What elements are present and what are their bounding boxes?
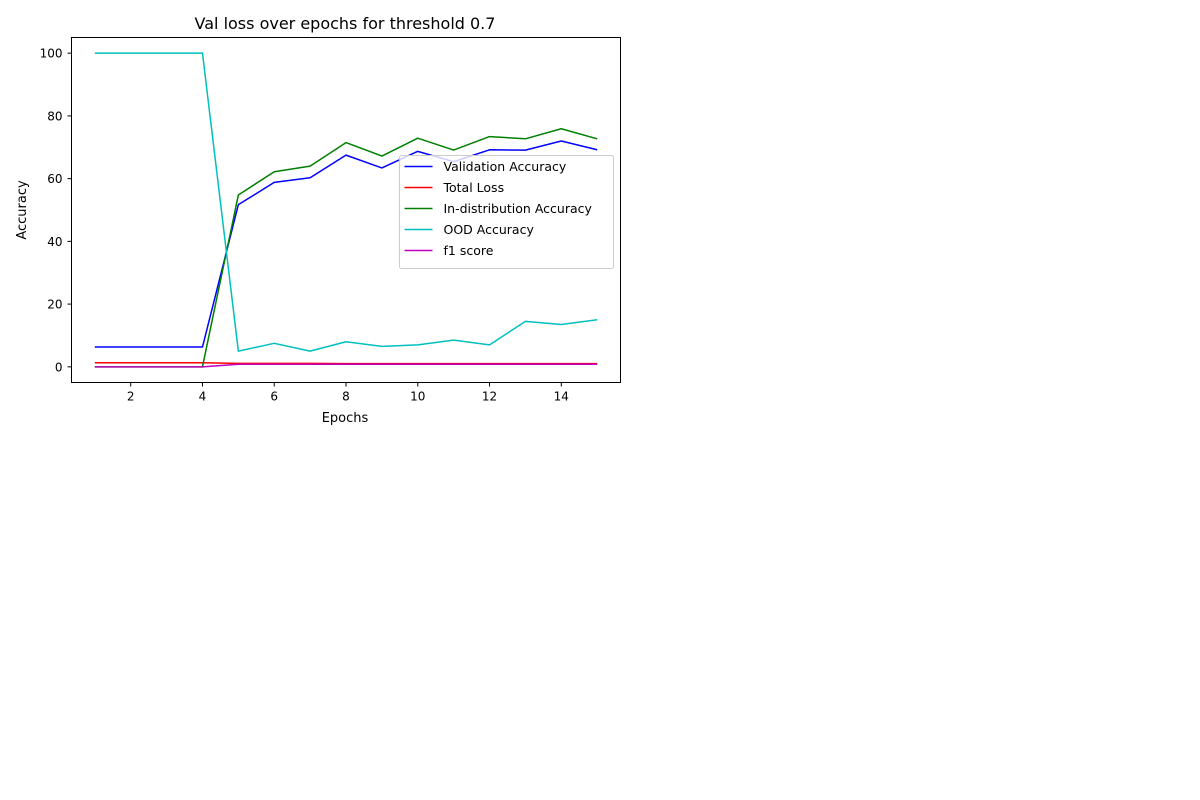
series-line-4 bbox=[94, 363, 598, 368]
x-axis-label: Epochs bbox=[322, 411, 369, 426]
x-tick-label: 12 bbox=[482, 390, 497, 404]
series-line-3 bbox=[94, 52, 598, 352]
legend-label-4: f1 score bbox=[444, 243, 494, 258]
y-tick-label: 0 bbox=[55, 360, 63, 374]
legend-label-2: In-distribution Accuracy bbox=[444, 201, 593, 216]
x-tick-label: 10 bbox=[410, 390, 425, 404]
series-line-0 bbox=[94, 140, 598, 348]
y-tick-label: 20 bbox=[47, 298, 62, 312]
y-axis-label: Accuracy bbox=[15, 180, 30, 240]
y-axis: 0 20 40 60 80 100 bbox=[40, 47, 72, 374]
x-tick-label: 2 bbox=[127, 390, 135, 404]
legend-label-0: Validation Accuracy bbox=[444, 159, 567, 174]
chart-title: Val loss over epochs for threshold 0.7 bbox=[195, 14, 496, 33]
y-tick-label: 100 bbox=[40, 47, 63, 61]
legend-label-1: Total Loss bbox=[443, 180, 505, 195]
x-tick-label: 6 bbox=[270, 390, 278, 404]
legend-label-3: OOD Accuracy bbox=[444, 222, 535, 237]
y-tick-label: 60 bbox=[47, 172, 62, 186]
x-axis: 2 4 6 8 10 12 14 bbox=[127, 382, 569, 404]
series-layer bbox=[94, 52, 598, 368]
legend: Validation Accuracy Total Loss In-distribu… bbox=[399, 155, 614, 269]
legend-box bbox=[399, 155, 614, 269]
x-tick-label: 4 bbox=[199, 390, 207, 404]
x-tick-label: 14 bbox=[554, 390, 569, 404]
y-tick-label: 80 bbox=[47, 109, 62, 123]
y-tick-label: 40 bbox=[47, 235, 62, 249]
x-tick-label: 8 bbox=[342, 390, 350, 404]
